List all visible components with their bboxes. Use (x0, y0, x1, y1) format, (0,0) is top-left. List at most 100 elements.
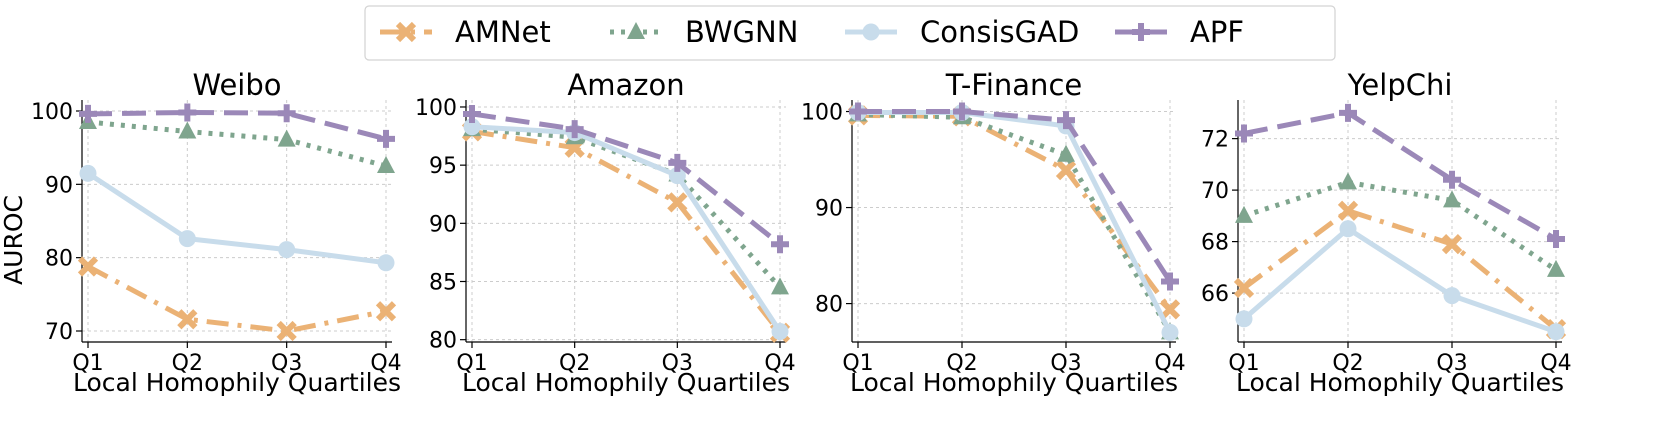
series-line-consisgad (471, 124, 783, 333)
data-point-bwgnn (771, 277, 789, 295)
data-point-bwgnn (1057, 144, 1075, 162)
y-axis-label: AUROC (0, 195, 28, 285)
legend-entry-consisgad: ConsisGAD (845, 15, 1079, 49)
data-point-amnet (276, 320, 297, 342)
data-point-apf (277, 104, 296, 123)
panel-t-finance: 80 90 100 Q1 Q2 Q3 Q4 T-Finance Local Homophily … (801, 68, 1186, 397)
y-tick-label: 85 (429, 271, 457, 296)
series-apf (1235, 103, 1565, 249)
data-point-apf (79, 104, 97, 123)
data-point-consisgad (1443, 287, 1461, 305)
data-point-consisgad (178, 230, 196, 248)
series-apf (463, 104, 789, 254)
y-tick-label: 80 (45, 247, 73, 272)
x-axis-label: Local Homophily Quartiles (1236, 368, 1564, 397)
data-point-apf (1235, 124, 1253, 143)
legend-marker-apf (1132, 23, 1150, 41)
x-tick-label: Q3 (1050, 351, 1081, 376)
data-point-bwgnn (377, 156, 395, 173)
panel-title: YelpChi (1347, 68, 1453, 102)
panel-amazon: 80 85 90 95 100 Q1 Q2 Q3 Q4 Amazon Local Homophily… (415, 68, 796, 397)
series-consisgad (79, 164, 395, 272)
series-line-apf (87, 109, 387, 142)
series-line-bwgnn (1243, 179, 1558, 272)
data-point-consisgad (377, 254, 395, 272)
data-point-apf (1161, 272, 1179, 291)
data-point-apf (953, 102, 971, 121)
series-apf (79, 103, 395, 148)
x-tick-label: Q4 (764, 351, 795, 376)
legend-label-bwgnn: BWGNN (685, 15, 798, 49)
panel-title: Weibo (192, 68, 281, 102)
y-tick-label: 72 (1201, 128, 1229, 153)
data-point-apf (1057, 111, 1075, 130)
series-amnet (847, 105, 1181, 320)
legend-label-consisgad: ConsisGAD (920, 15, 1079, 49)
series-line-amnet (471, 128, 782, 335)
y-tick-label: 70 (45, 320, 73, 345)
data-point-amnet (375, 301, 397, 322)
legend-marker-amnet (395, 21, 417, 43)
y-tick-label: 70 (1201, 179, 1229, 204)
legend: AMNet BWGNN ConsisGAD APF (364, 5, 1336, 61)
x-tick-label: Q3 (662, 351, 693, 376)
data-point-apf (565, 120, 584, 139)
series-line-bwgnn (857, 111, 1173, 334)
data-point-apf (1547, 230, 1565, 249)
data-point-consisgad (278, 241, 296, 259)
x-tick-label: Q2 (1332, 351, 1363, 376)
legend-entry-bwgnn: BWGNN (610, 15, 798, 49)
data-point-bwgnn (1443, 190, 1461, 208)
legend-marker-consisgad (862, 23, 880, 41)
data-point-apf (1443, 170, 1461, 189)
data-point-bwgnn (178, 121, 197, 139)
data-point-amnet (1055, 159, 1077, 181)
panel-title: T-Finance (945, 68, 1082, 102)
data-point-apf (463, 104, 481, 123)
x-tick-label: Q1 (1228, 351, 1259, 376)
x-tick-label: Q2 (172, 351, 203, 376)
series-consisgad (1235, 220, 1565, 341)
series-line-consisgad (1242, 226, 1557, 335)
legend-entry-apf: APF (1115, 15, 1244, 49)
data-point-amnet (1337, 200, 1359, 221)
panel-yelpchi: 66 68 70 72 Q1 Q2 Q3 Q4 YelpChi Local Homophily Q… (1201, 68, 1572, 397)
x-tick-label: Q3 (271, 351, 302, 376)
data-point-amnet (177, 309, 198, 330)
data-point-apf (668, 153, 687, 172)
data-point-amnet (77, 256, 99, 277)
series-line-apf (1243, 110, 1558, 242)
y-tick-label: 68 (1201, 231, 1229, 256)
x-tick-label: Q4 (370, 351, 401, 376)
series-line-apf (858, 109, 1173, 283)
y-tick-label: 90 (815, 197, 843, 222)
data-point-apf (849, 102, 867, 121)
legend-label-amnet: AMNet (455, 15, 551, 49)
series-line-amnet (86, 264, 387, 334)
series-bwgnn (1235, 172, 1565, 277)
y-tick-label: 100 (31, 100, 73, 125)
series-line-consisgad (86, 171, 387, 266)
y-tick-label: 100 (415, 96, 457, 121)
data-point-bwgnn (1235, 205, 1253, 223)
data-point-amnet (1441, 234, 1463, 255)
y-tick-label: 90 (429, 212, 457, 237)
x-tick-label: Q1 (842, 351, 873, 376)
data-point-consisgad (1339, 220, 1357, 238)
legend-marker-bwgnn (627, 22, 645, 39)
series-line-amnet (1242, 208, 1558, 332)
data-point-consisgad (771, 323, 789, 341)
x-tick-label: Q4 (1540, 351, 1571, 376)
y-tick-label: 66 (1201, 282, 1229, 307)
y-tick-label: 80 (815, 293, 843, 318)
data-point-consisgad (1161, 323, 1179, 341)
series-consisgad (463, 118, 789, 341)
x-tick-label: Q4 (1154, 351, 1185, 376)
series-amnet (1233, 200, 1567, 340)
x-tick-label: Q2 (946, 351, 977, 376)
data-point-bwgnn (277, 129, 296, 147)
legend-entry-amnet: AMNet (380, 15, 551, 49)
y-tick-label: 80 (429, 329, 457, 354)
data-point-bwgnn (1547, 259, 1565, 277)
legend-label-apf: APF (1190, 15, 1244, 49)
